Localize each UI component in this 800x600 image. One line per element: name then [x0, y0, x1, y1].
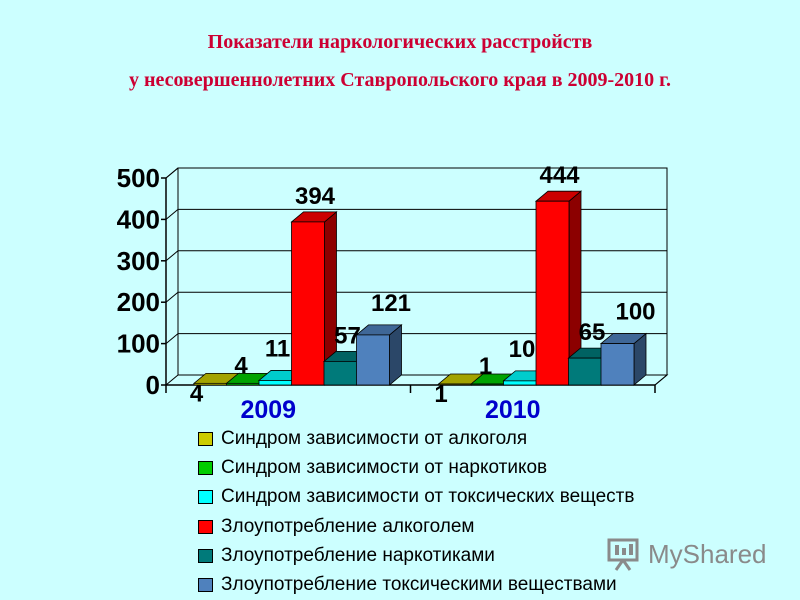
logo-text: MyShared [648, 538, 767, 569]
bar [503, 380, 537, 386]
legend-item: Синдром зависимости от наркотиков [198, 453, 634, 482]
bar [600, 343, 635, 386]
legend-item: Злоупотребление токсическими веществами [198, 570, 634, 599]
legend-swatch [198, 519, 213, 534]
data-label: 10 [509, 336, 536, 363]
gridline-side [165, 291, 179, 303]
data-label: 444 [539, 162, 580, 189]
legend-item: Злоупотребление алкоголем [198, 512, 634, 541]
gridline-side [165, 250, 179, 262]
legend-item: Синдром зависимости от алкоголя [198, 424, 634, 453]
data-label: 121 [371, 290, 411, 317]
y-tick-label: 300 [117, 246, 160, 276]
plot-floor-right-edge [654, 374, 668, 386]
legend-swatch [198, 548, 213, 563]
legend-item: Синдром зависимости от токсических вещес… [198, 483, 634, 512]
legend-label: Синдром зависимости от токсических вещес… [221, 486, 635, 508]
legend-swatch [198, 431, 213, 446]
bar [258, 380, 293, 386]
gridline-side [165, 167, 179, 179]
y-tick-label: 400 [117, 204, 160, 234]
bar [356, 334, 390, 386]
chart-title-line-2: у несовершеннолетних Ставропольского кра… [128, 69, 672, 91]
presentation-board-icon [607, 538, 639, 571]
data-label: 1 [479, 353, 492, 380]
y-tick-label: 0 [146, 370, 160, 400]
legend-swatch [198, 460, 213, 475]
data-label: 4 [190, 380, 204, 407]
legend-label: Злоупотребление алкоголем [221, 515, 475, 537]
bar [291, 221, 325, 386]
bar [470, 383, 505, 386]
x-category-label: 2009 [240, 396, 296, 424]
gridline-side [165, 209, 179, 220]
gridline-side [165, 333, 179, 344]
bar [226, 382, 260, 386]
data-label: 65 [579, 319, 606, 346]
bar [568, 357, 602, 386]
legend-label: Злоупотребление токсическими веществами [221, 574, 617, 596]
y-tick-label: 200 [117, 287, 160, 317]
legend-label: Синдром зависимости от алкоголя [221, 427, 528, 449]
bar [535, 200, 570, 386]
data-label: 394 [295, 183, 336, 210]
bar [323, 361, 358, 386]
legend-swatch [198, 578, 213, 593]
data-label: 11 [265, 335, 290, 362]
myshared-logo: MyShared [606, 536, 767, 572]
legend-item: Злоупотребление наркотиками [198, 541, 634, 570]
data-label: 4 [234, 352, 248, 379]
data-label: 100 [615, 299, 655, 326]
legend-label: Синдром зависимости от наркотиков [221, 456, 548, 478]
legend-swatch [198, 490, 213, 505]
y-tick-label: 100 [117, 329, 160, 359]
y-tick-label: 500 [117, 163, 160, 193]
data-label: 1 [434, 381, 447, 408]
chart-legend: Синдром зависимости от алкоголя Синдром з… [198, 424, 634, 600]
legend-label: Злоупотребление наркотиками [221, 544, 495, 566]
chart-title-line-1: Показатели наркологических расстройств [207, 31, 593, 53]
x-category-label: 2010 [485, 396, 541, 424]
